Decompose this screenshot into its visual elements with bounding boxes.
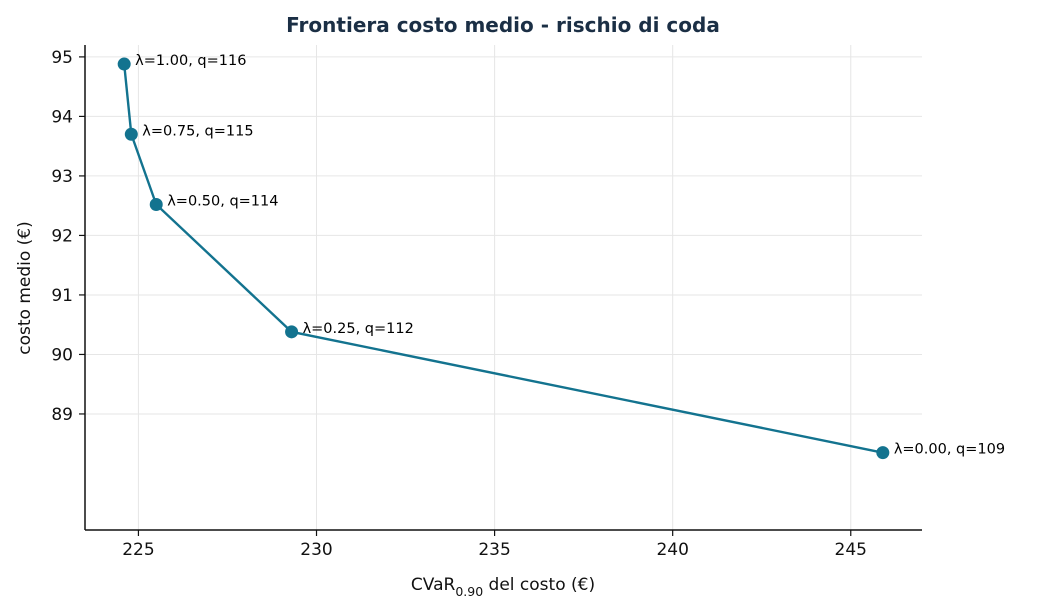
ticks: 225 230 235 240 245 89 90 91 92 93 94 95 (51, 48, 867, 560)
x-tick-label: 225 (122, 540, 154, 560)
point-label: λ=0.75, q=115 (142, 123, 253, 139)
data-point (876, 446, 890, 460)
y-tick-label: 89 (51, 405, 73, 425)
y-tick-label: 90 (51, 345, 73, 365)
x-tick-label: 240 (656, 540, 688, 560)
x-tick-label: 235 (478, 540, 510, 560)
data-point (149, 197, 163, 211)
data-point (117, 57, 131, 71)
grid (85, 45, 922, 530)
y-tick-label: 91 (51, 286, 73, 306)
data-point (124, 127, 138, 141)
y-tick-label: 94 (51, 107, 73, 127)
x-tick-label: 245 (835, 540, 867, 560)
series (117, 57, 890, 460)
x-axis-label: CVaR0.90 del costo (€) (411, 575, 595, 599)
x-axis-label-subscript: 0.90 (455, 584, 483, 599)
point-label: λ=0.25, q=112 (303, 321, 414, 337)
y-tick-label: 95 (51, 48, 73, 68)
point-label: λ=1.00, q=116 (135, 53, 246, 69)
point-label: λ=0.50, q=114 (167, 193, 278, 209)
chart-title: Frontiera costo medio - rischio di coda (286, 13, 720, 37)
y-axis-label: costo medio (€) (15, 221, 35, 355)
x-tick-label: 230 (300, 540, 332, 560)
data-point (285, 325, 299, 339)
point-labels: λ=1.00, q=116 λ=0.75, q=115 λ=0.50, q=114 λ… (135, 53, 1005, 458)
y-tick-label: 92 (51, 226, 73, 246)
x-axis-label-suffix: del costo (€) (483, 575, 595, 595)
axes (84, 45, 922, 531)
y-tick-label: 93 (51, 167, 73, 187)
x-axis-label-main: CVaR (411, 575, 456, 595)
point-label: λ=0.00, q=109 (894, 442, 1005, 458)
